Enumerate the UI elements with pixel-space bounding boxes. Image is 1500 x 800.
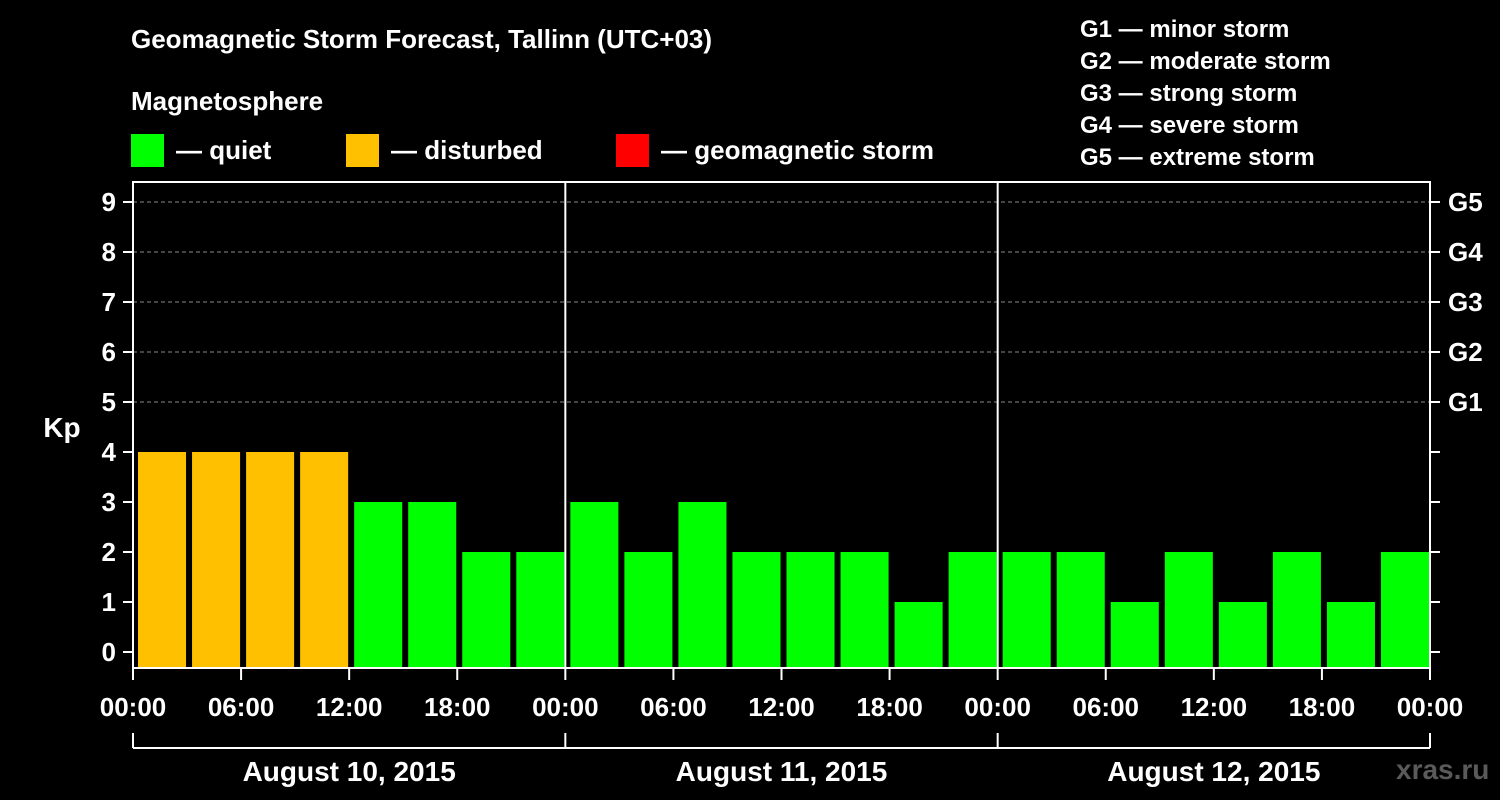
ytick-label-8: 8: [102, 237, 116, 267]
kp-bar-16: [1002, 552, 1051, 668]
kp-bar-1: [192, 452, 241, 668]
xtick-label-0: 00:00: [100, 692, 167, 722]
storm-scale-g1: G1 — minor storm: [1080, 16, 1290, 43]
xtick-label-10: 12:00: [1181, 692, 1248, 722]
storm-label: — geomagnetic storm: [661, 135, 935, 165]
kp-bar-21: [1272, 552, 1321, 668]
kp-bar-13: [840, 552, 889, 668]
xtick-label-8: 00:00: [964, 692, 1031, 722]
g-level-label-g1: G1: [1448, 387, 1483, 417]
kp-bar-0: [138, 452, 187, 668]
kp-bar-12: [786, 552, 835, 668]
storm-swatch: [616, 134, 649, 167]
kp-bar-18: [1110, 602, 1159, 668]
kp-bar-7: [516, 552, 565, 668]
xtick-label-2: 12:00: [316, 692, 383, 722]
ytick-label-4: 4: [102, 437, 117, 467]
legend-disturbed: — disturbed: [346, 134, 543, 167]
xtick-label-7: 18:00: [856, 692, 923, 722]
storm-scale-g2: G2 — moderate storm: [1080, 48, 1331, 75]
quiet-label: — quiet: [176, 135, 272, 165]
day-label-2: August 12, 2015: [1107, 756, 1320, 787]
kp-bar-10: [678, 502, 727, 668]
ytick-label-9: 9: [102, 187, 116, 217]
watermark: xras.ru: [1396, 754, 1490, 785]
ytick-label-1: 1: [102, 587, 116, 617]
g-level-label-g5: G5: [1448, 187, 1483, 217]
kp-bar-22: [1326, 602, 1375, 668]
kp-bar-9: [624, 552, 673, 668]
kp-bar-4: [354, 502, 403, 668]
kp-bar-23: [1380, 552, 1429, 668]
storm-scale-g5: G5 — extreme storm: [1080, 144, 1315, 171]
day-label-1: August 11, 2015: [676, 756, 888, 787]
legend-quiet: — quiet: [131, 134, 271, 167]
xtick-label-11: 18:00: [1289, 692, 1356, 722]
xtick-label-9: 06:00: [1073, 692, 1140, 722]
xtick-label-6: 12:00: [748, 692, 815, 722]
ytick-label-2: 2: [102, 537, 116, 567]
ytick-label-5: 5: [102, 387, 116, 417]
storm-scale-legend: G1 — minor storm G2 — moderate storm G3 …: [1080, 14, 1331, 174]
kp-bar-6: [462, 552, 511, 668]
day-label-0: August 10, 2015: [243, 756, 456, 787]
kp-bar-11: [732, 552, 781, 668]
kp-bar-14: [894, 602, 943, 668]
disturbed-swatch: [346, 134, 379, 167]
legend-storm: — geomagnetic storm: [616, 134, 934, 167]
xtick-label-5: 06:00: [640, 692, 707, 722]
xtick-label-1: 06:00: [208, 692, 275, 722]
kp-bar-3: [300, 452, 349, 668]
magnetosphere-label: Magnetosphere: [131, 86, 324, 116]
xtick-label-4: 00:00: [532, 692, 599, 722]
kp-bar-19: [1164, 552, 1213, 668]
storm-scale-g3: G3 — strong storm: [1080, 80, 1298, 107]
xtick-label-12: 00:00: [1397, 692, 1464, 722]
g-level-label-g4: G4: [1448, 237, 1483, 267]
xtick-label-3: 18:00: [424, 692, 491, 722]
kp-bar-20: [1218, 602, 1267, 668]
kp-bar-15: [948, 552, 997, 668]
ytick-label-6: 6: [102, 337, 116, 367]
chart-title: Geomagnetic Storm Forecast, Tallinn (UTC…: [131, 24, 713, 54]
kp-bar-17: [1056, 552, 1105, 668]
kp-bar-8: [570, 502, 619, 668]
ytick-label-3: 3: [102, 487, 116, 517]
disturbed-label: — disturbed: [391, 135, 543, 165]
storm-scale-g4: G4 — severe storm: [1080, 112, 1299, 139]
g-level-label-g2: G2: [1448, 337, 1483, 367]
ytick-label-7: 7: [102, 287, 116, 317]
kp-bar-2: [246, 452, 295, 668]
quiet-swatch: [131, 134, 164, 167]
kp-bar-5: [408, 502, 457, 668]
g-level-label-g3: G3: [1448, 287, 1483, 317]
ytick-label-0: 0: [102, 637, 116, 667]
y-axis-label: Kp: [43, 412, 80, 443]
